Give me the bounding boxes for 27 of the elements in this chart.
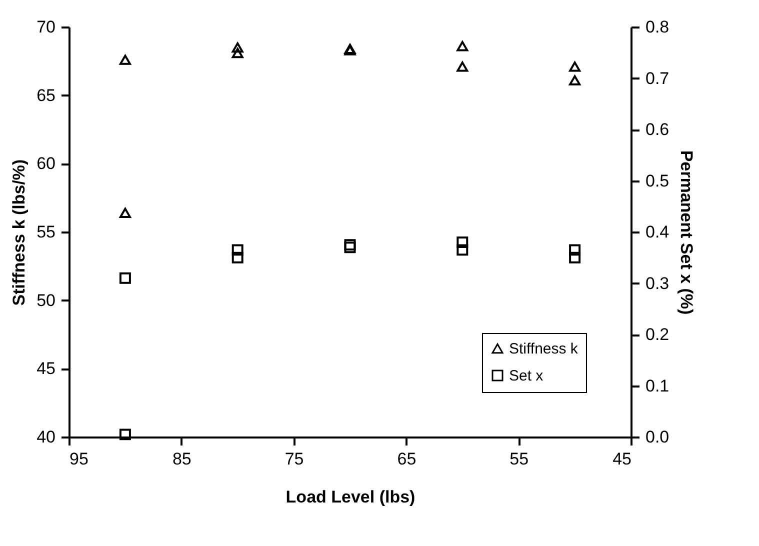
y2-tick-label: 0.0	[646, 428, 670, 446]
y2-tick-label: 0.8	[646, 18, 670, 36]
y-tick-label: 60	[36, 154, 56, 174]
x-tick-label: 95	[70, 450, 88, 468]
y-tick-label: 45	[36, 359, 56, 378]
x-tick-label: 65	[397, 450, 416, 468]
y2-tick-label: 0.1	[646, 376, 670, 396]
y-axis-title: Stiffness k (lbs/%)	[10, 159, 29, 306]
legend-label: Stiffness k	[509, 340, 578, 358]
y-tick-label: 40	[36, 428, 56, 446]
y2-tick-label: 0.7	[646, 68, 670, 88]
x-tick-label: 55	[510, 450, 529, 468]
y-tick-label: 65	[36, 86, 56, 105]
x-tick-label: 85	[172, 450, 192, 468]
x-tick-label: 75	[284, 450, 304, 468]
x-tick-label: 45	[612, 450, 632, 468]
y2-tick-label: 0.2	[646, 325, 670, 344]
y-tick-label: 70	[36, 18, 56, 36]
x-axis-title: Load Level (lbs)	[286, 488, 416, 506]
y2-tick-label: 0.4	[646, 222, 670, 242]
legend-label: Set x	[509, 368, 544, 384]
y-tick-label: 55	[36, 222, 56, 242]
y2-axis-title: Permanent Set x (%)	[677, 150, 696, 315]
y-tick-label: 50	[36, 290, 56, 310]
y2-tick-label: 0.3	[646, 274, 670, 293]
y2-tick-label: 0.5	[646, 171, 670, 190]
y2-tick-label: 0.6	[646, 120, 670, 139]
